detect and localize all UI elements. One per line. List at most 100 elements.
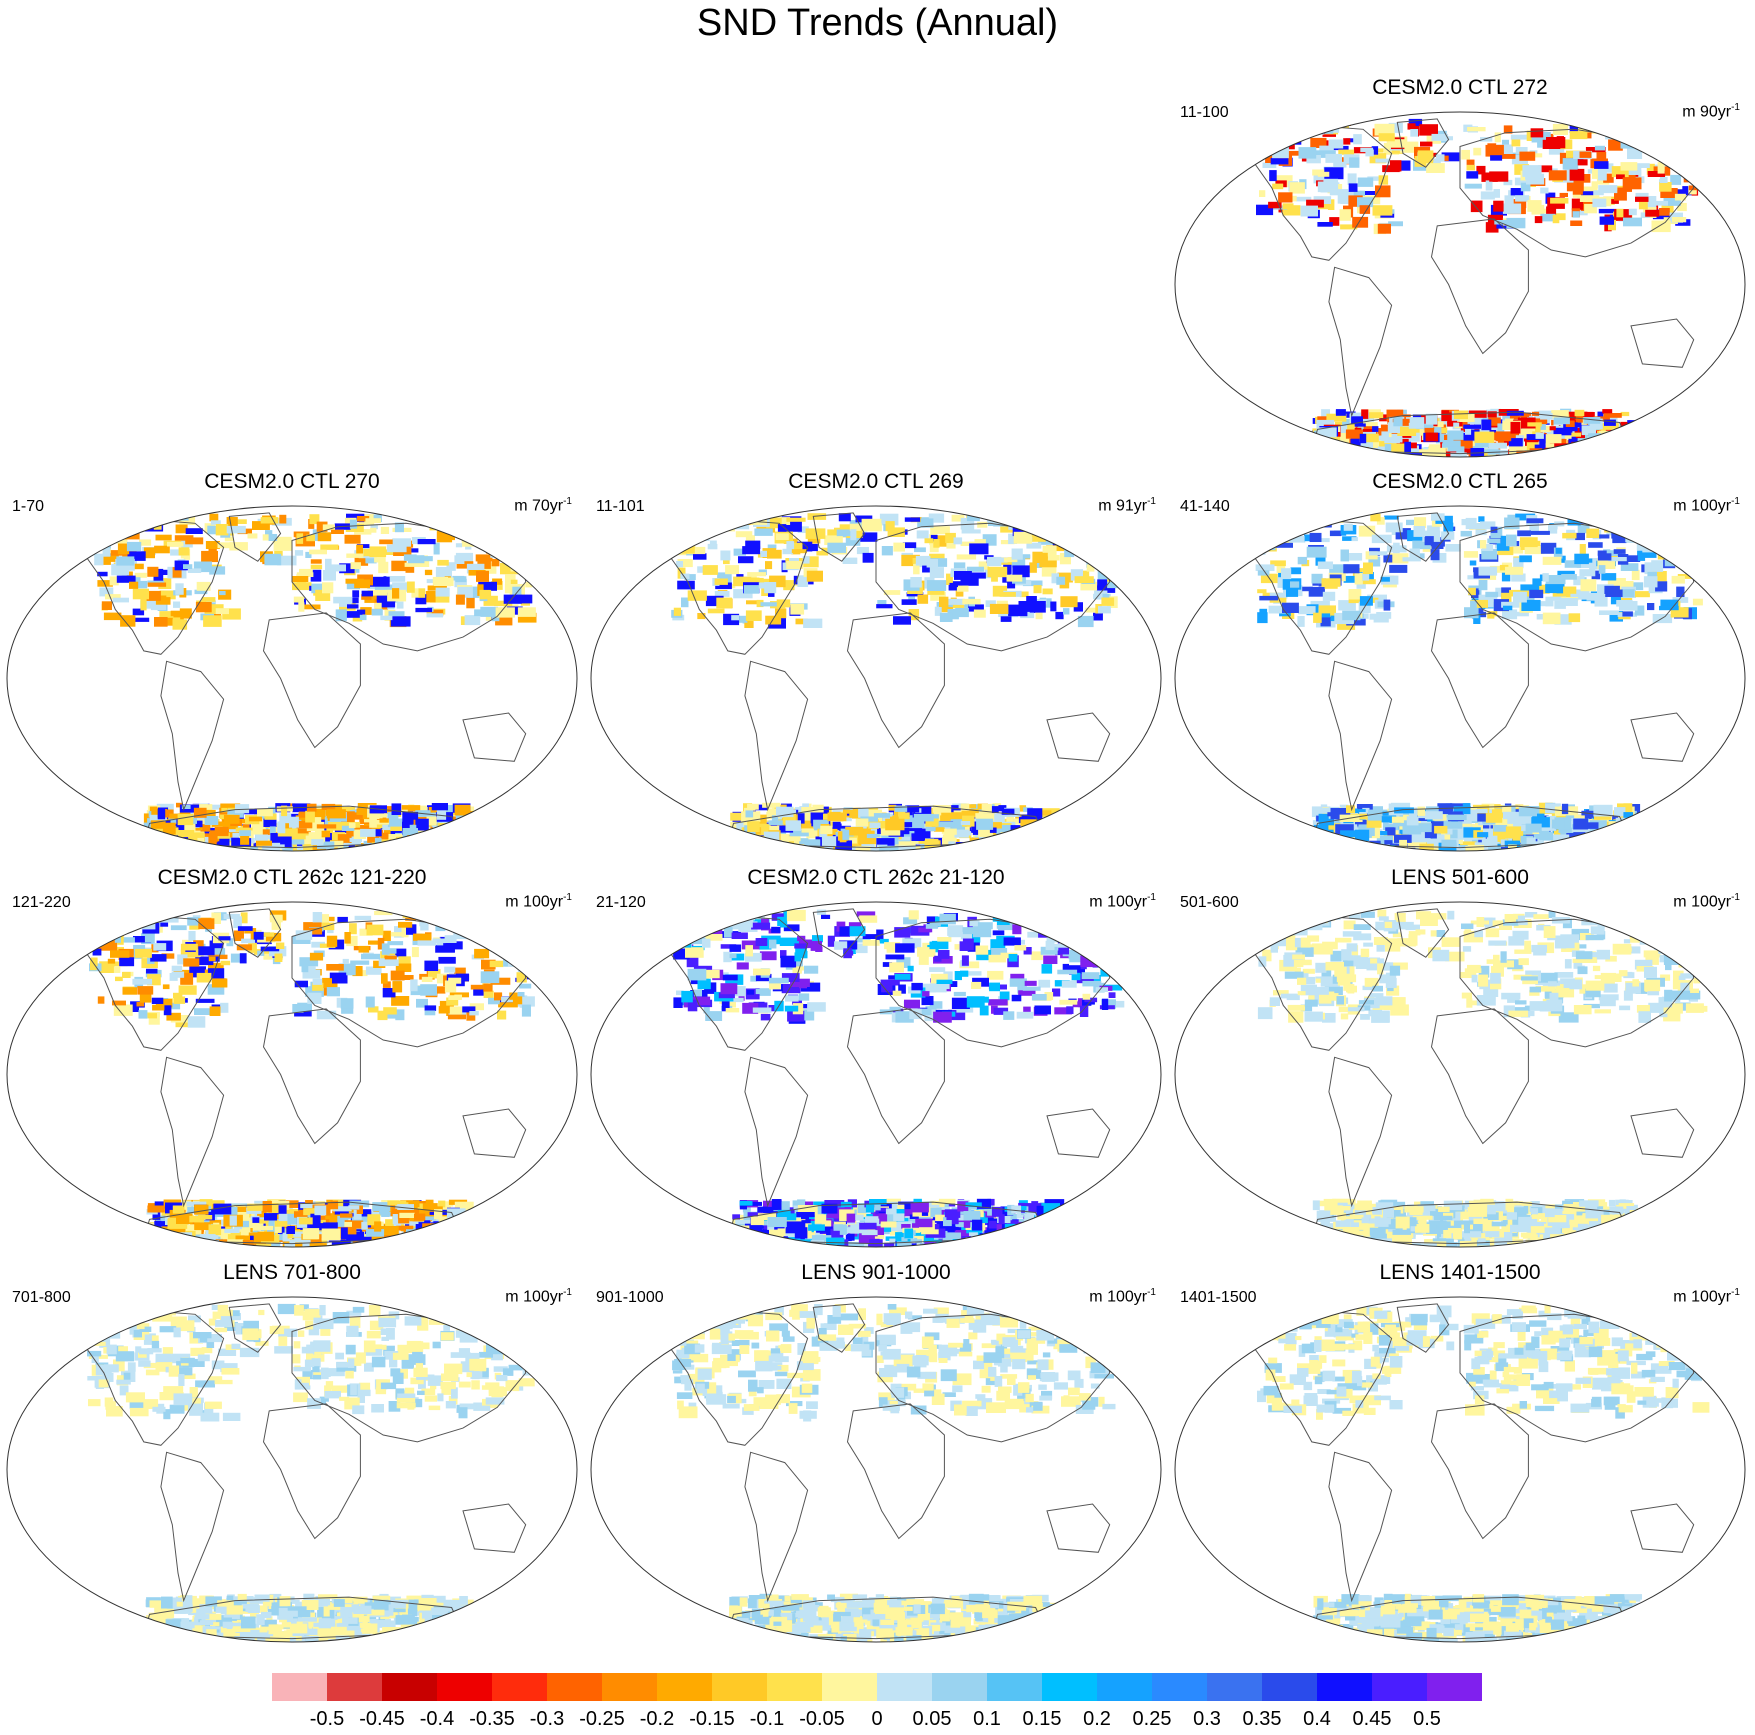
trend-cell [147, 566, 159, 577]
trend-cell [148, 1013, 160, 1025]
trend-cell [455, 845, 474, 851]
trend-cell [839, 926, 860, 937]
trend-cell [330, 1200, 339, 1210]
trend-cell [523, 561, 542, 572]
trend-cell [1642, 533, 1663, 539]
trend-cell [435, 587, 450, 597]
trend-cell [460, 842, 471, 850]
trend-cell [924, 840, 940, 849]
trend-cell [1607, 578, 1626, 589]
trend-cell [417, 539, 436, 545]
trend-cell [1414, 423, 1434, 429]
trend-cell [449, 827, 463, 833]
trend-cell [1432, 421, 1444, 428]
trend-cell [359, 1236, 372, 1242]
trend-cell [365, 1229, 385, 1237]
trend-cell [221, 807, 228, 813]
trend-cell [195, 602, 212, 613]
trend-cell [146, 517, 157, 525]
trend-cell [792, 542, 803, 552]
trend-cell [308, 966, 316, 974]
trend-cell [1594, 595, 1608, 607]
trend-cell [1321, 409, 1330, 420]
trend-cell [1617, 187, 1632, 192]
trend-cell [346, 935, 358, 947]
trend-cell [1350, 437, 1367, 447]
trend-cell [869, 822, 882, 828]
trend-cell [94, 918, 107, 925]
trend-cell [444, 1226, 459, 1237]
trend-cell [474, 948, 490, 959]
trend-cell [771, 815, 779, 823]
trend-cell [379, 1209, 389, 1216]
trend-cell [1336, 425, 1354, 433]
trend-cell [1358, 525, 1376, 537]
trend-cell [1586, 528, 1600, 538]
trend-cell [1626, 441, 1637, 449]
trend-cell [109, 576, 119, 586]
trend-cell [144, 935, 153, 943]
trend-cell [351, 812, 369, 819]
trend-cell [1493, 835, 1509, 842]
trend-cell [921, 996, 934, 1006]
trend-cell [1013, 531, 1032, 544]
trend-cell [1629, 426, 1645, 437]
trend-cell [1497, 423, 1505, 432]
trend-cell [1584, 438, 1600, 445]
trend-cell [1407, 123, 1416, 130]
trend-cell [776, 806, 794, 818]
trend-cell [960, 803, 970, 811]
trend-cell [689, 911, 699, 917]
trend-cell [167, 1217, 176, 1229]
trend-cell [1686, 526, 1704, 531]
trend-cell [395, 963, 412, 972]
trend-cell [452, 917, 471, 923]
trend-cell [420, 984, 437, 996]
trend-cell [294, 1211, 308, 1218]
trend-cell [264, 813, 277, 820]
trend-cell [486, 545, 502, 554]
trend-cell [1626, 842, 1634, 851]
trend-cell [423, 829, 440, 842]
trend-cell [1351, 537, 1358, 542]
trend-cell [1000, 540, 1015, 545]
trend-cell [268, 1221, 276, 1227]
trend-cell [131, 617, 150, 622]
trend-cell [1367, 176, 1382, 181]
trend-cell [1313, 612, 1322, 623]
trend-cell [898, 808, 910, 820]
trend-cell [1473, 523, 1491, 530]
trend-cell [409, 844, 425, 851]
trend-cell [299, 844, 315, 851]
trend-cell [937, 950, 950, 959]
trend-cell [702, 565, 718, 575]
trend-cell [172, 513, 184, 520]
trend-cell [714, 591, 730, 597]
trend-cell [1467, 575, 1480, 580]
trend-cell [993, 516, 1011, 524]
trend-cell [394, 1240, 406, 1247]
trend-cell [169, 1238, 183, 1245]
trend-cell [1104, 565, 1117, 577]
trend-cell [687, 519, 696, 528]
trend-cell [1522, 165, 1542, 177]
trend-cell [785, 820, 801, 831]
trend-cell [460, 928, 477, 937]
trend-cell [1687, 569, 1704, 576]
trend-cell [1642, 537, 1659, 548]
trend-cell [1489, 171, 1509, 182]
trend-cell [1478, 594, 1498, 602]
trend-cell [744, 618, 754, 628]
trend-cell [1329, 217, 1340, 226]
trend-cell [449, 519, 462, 527]
trend-cell [842, 557, 858, 564]
trend-cell [1519, 151, 1536, 161]
trend-cell [1006, 843, 1020, 851]
trend-cell [1425, 413, 1438, 425]
trend-cell [1504, 517, 1520, 530]
trend-cell [1447, 430, 1464, 442]
trend-cell [491, 558, 500, 567]
trend-cell [675, 530, 686, 536]
trend-cell [1628, 825, 1640, 836]
trend-cell [709, 540, 717, 548]
